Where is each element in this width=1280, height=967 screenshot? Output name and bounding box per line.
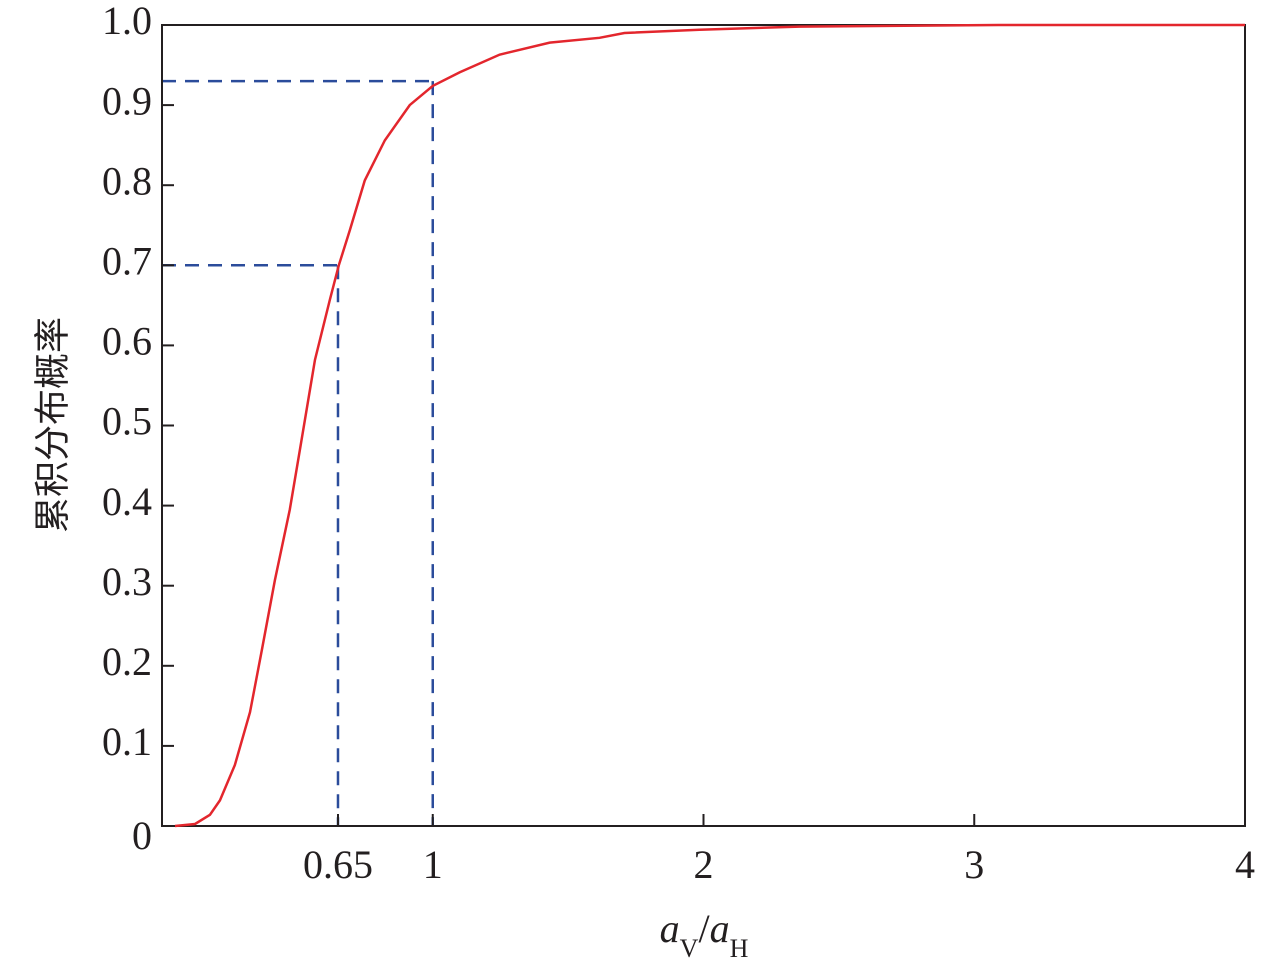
plot-frame — [161, 24, 1246, 827]
y-tick-label: 1.0 — [102, 0, 152, 43]
y-tick-label: 0.7 — [102, 238, 152, 283]
y-axis-label: 累积分布概率 — [32, 317, 72, 533]
y-tick-label: 0 — [132, 813, 152, 858]
y-tick-label: 0.5 — [102, 399, 152, 444]
y-tick-label: 0.2 — [102, 639, 152, 684]
y-tick-label: 0.4 — [102, 479, 152, 524]
x-label-part: a — [660, 906, 680, 951]
x-label-part: a — [710, 906, 730, 951]
y-tick-label: 0.9 — [102, 78, 152, 123]
x-tick-label: 2 — [694, 842, 714, 887]
y-tick-label: 0.8 — [102, 158, 152, 203]
x-label-part: / — [698, 906, 710, 951]
x-tick-label: 3 — [964, 842, 984, 887]
x-tick-label: 1 — [423, 842, 443, 887]
x-label-subscript: V — [680, 934, 699, 963]
y-tick-label: 0.6 — [102, 319, 152, 364]
y-tick-label: 0.1 — [102, 719, 152, 764]
x-tick-label: 4 — [1235, 842, 1255, 887]
x-tick-label: 0.65 — [303, 842, 373, 887]
x-label-subscript: H — [730, 934, 749, 963]
cdf-line — [174, 23, 1245, 828]
y-tick-label: 0.3 — [102, 559, 152, 604]
x-axis-label: aV/aH — [660, 906, 749, 962]
